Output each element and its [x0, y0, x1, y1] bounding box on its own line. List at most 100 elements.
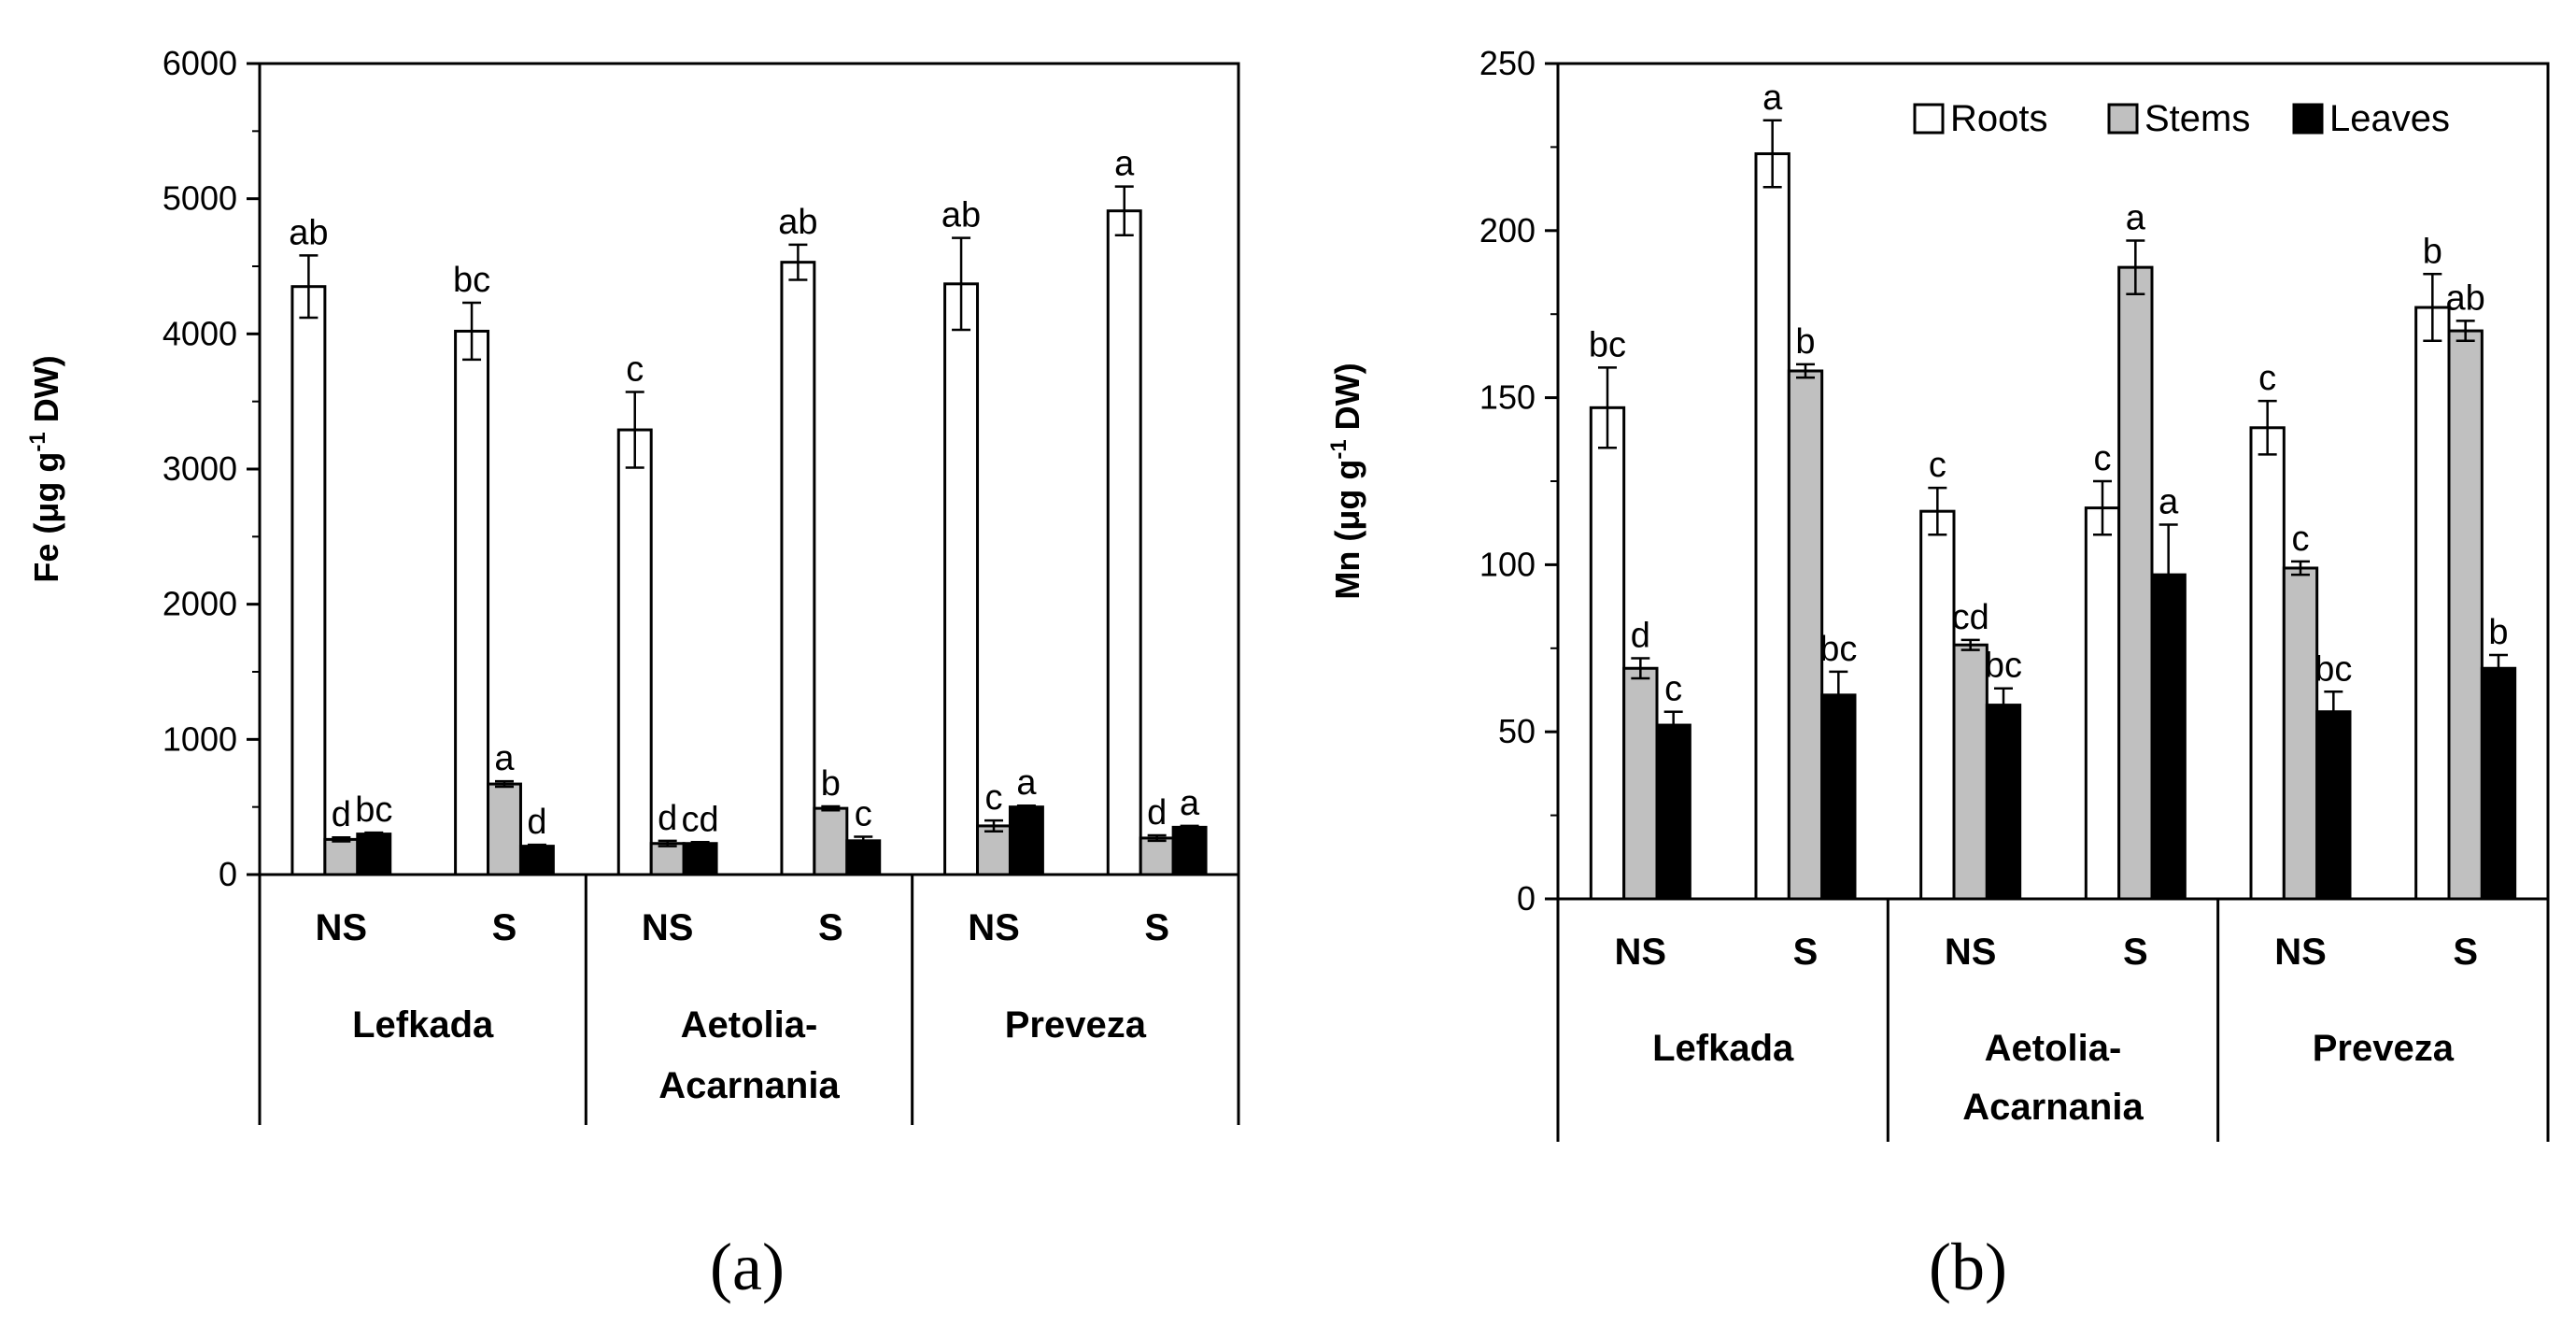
error-bar — [527, 843, 546, 849]
error-bar — [2291, 560, 2310, 576]
group-label: Acarnania — [658, 1065, 840, 1106]
significance-label: d — [1631, 617, 1650, 656]
error-bar — [1829, 670, 1848, 720]
legend: Roots Stems Leaves — [1913, 98, 2450, 139]
significance-label: a — [1180, 784, 1200, 823]
panel-label: (a) — [710, 1230, 785, 1304]
x-category-label: S — [1144, 907, 1169, 948]
legend-swatch — [1913, 103, 1945, 135]
legend-item-stems: Stems — [2107, 98, 2250, 139]
error-bar — [299, 254, 318, 320]
y-tick-label: 100 — [1479, 545, 1536, 583]
error-bar — [690, 841, 710, 847]
error-bar — [2324, 690, 2343, 733]
y-axis-label: Fe (μg g-1 DW) — [25, 355, 65, 582]
y-tick-label: 0 — [219, 855, 237, 893]
significance-label: c — [2292, 520, 2310, 559]
error-bar — [625, 391, 644, 469]
bar-stems — [813, 806, 849, 876]
group-label: Preveza — [2313, 1028, 2455, 1069]
x-category-label: NS — [316, 907, 368, 948]
group-label: Lefkada — [352, 1004, 494, 1046]
bar-stems — [1139, 836, 1175, 876]
x-category-label: NS — [1615, 932, 1667, 973]
bar-roots — [616, 428, 653, 876]
error-bar — [332, 835, 351, 843]
y-tick-label: 6000 — [163, 44, 237, 82]
x-category-label: NS — [968, 907, 1020, 948]
significance-label: d — [332, 795, 351, 834]
significance-label: c — [855, 794, 872, 833]
plot-frame — [258, 62, 1240, 876]
bar-roots — [780, 261, 816, 876]
legend-item-roots: Roots — [1913, 98, 2048, 139]
error-bar — [1114, 185, 1134, 236]
significance-label: cd — [1952, 598, 1989, 637]
error-bar — [1762, 119, 1782, 189]
error-bar — [495, 779, 514, 789]
significance-label: a — [2126, 199, 2146, 238]
plot-frame — [1556, 62, 2550, 901]
error-bar — [984, 818, 1003, 833]
group-label: Acarnania — [1962, 1087, 2144, 1128]
significance-label: a — [1016, 763, 1037, 803]
significance-label: d — [658, 799, 677, 838]
error-bar — [2158, 523, 2178, 627]
error-bar — [1994, 687, 2013, 723]
error-bar — [2423, 273, 2442, 343]
error-bar — [1631, 657, 1650, 680]
bar-roots — [2084, 506, 2121, 901]
group-label: Aetolia- — [1985, 1028, 2122, 1069]
significance-label: ab — [778, 203, 817, 242]
x-category-label: S — [2123, 932, 2148, 973]
y-tick-label: 50 — [1498, 712, 1536, 750]
panel-label: (b) — [1929, 1230, 2007, 1304]
x-category-label: S — [818, 907, 843, 948]
x-category-label: NS — [1945, 932, 1997, 973]
chart-panel-0: 0 1000 2000 3000 4000 5000 6000 Fe (μg g-1 DW) a… — [25, 44, 1240, 1304]
significance-label: c — [1929, 446, 1946, 485]
significance-label: bc — [2314, 649, 2352, 689]
y-tick-label: 2000 — [163, 585, 237, 623]
bar-leaves — [682, 842, 718, 876]
significance-label: d — [1147, 793, 1167, 833]
bar-leaves — [1008, 805, 1044, 876]
bar-roots — [1754, 152, 1790, 901]
error-bar — [1928, 486, 1947, 536]
legend-swatch — [2107, 103, 2139, 135]
error-bar — [788, 243, 808, 281]
significance-label: b — [821, 764, 841, 804]
significance-label: bc — [1589, 325, 1626, 364]
significance-label: a — [2158, 482, 2179, 521]
error-bar — [952, 236, 971, 332]
significance-label: bc — [1819, 630, 1857, 669]
significance-label: a — [494, 739, 515, 778]
significance-label: a — [1762, 78, 1783, 118]
significance-label: c — [2258, 359, 2276, 398]
significance-label: ab — [289, 213, 328, 252]
bar-stems — [1952, 643, 1989, 901]
y-tick-label: 3000 — [163, 449, 237, 488]
significance-label: b — [2423, 232, 2442, 271]
bar-stems — [649, 842, 686, 876]
error-bar — [1663, 710, 1683, 740]
bar-roots — [2414, 306, 2451, 901]
legend-label: Stems — [2144, 98, 2250, 139]
significance-label: c — [626, 350, 644, 390]
bar-stems — [976, 824, 1012, 876]
y-axis-label: Mn (μg g-1 DW) — [1326, 363, 1366, 599]
error-bar — [1796, 363, 1815, 379]
error-bar — [658, 839, 677, 847]
bar-stems — [487, 782, 522, 876]
bar-leaves — [356, 833, 392, 876]
x-category-label: NS — [642, 907, 694, 948]
significance-label: ab — [941, 196, 981, 235]
legend-label: Leaves — [2329, 98, 2450, 139]
bar-stems — [2282, 566, 2319, 901]
significance-label: c — [985, 778, 1003, 818]
y-tick-label: 4000 — [163, 314, 237, 352]
bar-leaves — [1985, 704, 2022, 901]
x-category-label: S — [2453, 932, 2478, 973]
error-bar — [462, 301, 482, 362]
